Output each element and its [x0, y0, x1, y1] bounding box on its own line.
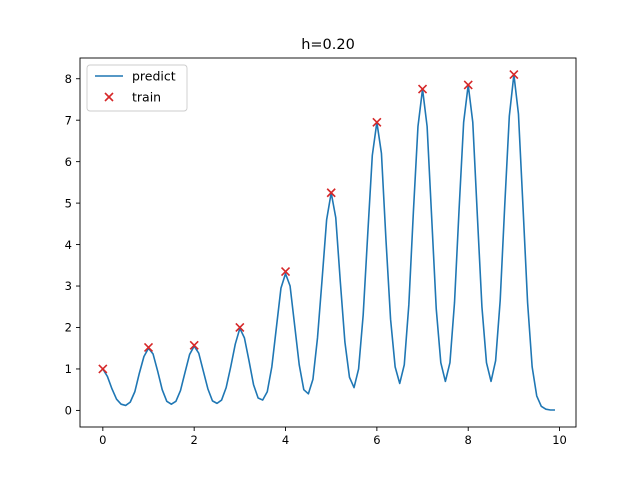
- train-point: [280, 266, 291, 277]
- axes-background: [80, 58, 576, 427]
- train-point: [98, 364, 108, 374]
- y-tick-label: 5: [65, 196, 72, 210]
- x-tick-label: 2: [191, 433, 198, 447]
- legend-train-label: train: [132, 90, 161, 105]
- train-point: [143, 342, 154, 352]
- y-tick-label: 8: [65, 72, 72, 86]
- x-tick-label: 0: [99, 433, 106, 447]
- train-point: [189, 340, 199, 350]
- legend-train-swatch: [104, 92, 114, 102]
- train-point: [372, 117, 382, 127]
- y-axis: 0 1 2 3 4 5 6 7 8: [65, 72, 80, 418]
- y-tick-label: 2: [65, 321, 72, 335]
- x-axis: 0 2 4 6 8 10: [99, 427, 567, 447]
- train-point: [326, 188, 336, 198]
- legend: predict train: [86, 64, 188, 112]
- y-tick-label: 3: [65, 279, 72, 293]
- y-tick-label: 7: [65, 113, 72, 127]
- marker-layer: [98, 70, 519, 374]
- predict-line: [102, 73, 555, 411]
- train-point: [509, 70, 519, 80]
- x-tick-label: 8: [465, 433, 472, 447]
- axes-frame: [79, 57, 577, 428]
- y-tick-label: 0: [65, 404, 72, 418]
- series-layer: [102, 73, 555, 411]
- y-tick-label: 1: [65, 362, 72, 376]
- chart-title: h=0.20: [301, 37, 355, 53]
- legend-predict-label: predict: [132, 69, 176, 84]
- train-point: [235, 322, 245, 333]
- train-point: [463, 80, 473, 90]
- x-tick-label: 6: [373, 433, 380, 447]
- y-tick-label: 4: [65, 238, 72, 252]
- train-point: [417, 84, 428, 94]
- y-tick-label: 6: [65, 155, 72, 169]
- x-tick-label: 10: [552, 433, 567, 447]
- x-tick-label: 4: [282, 433, 289, 447]
- plot-area: [79, 57, 577, 428]
